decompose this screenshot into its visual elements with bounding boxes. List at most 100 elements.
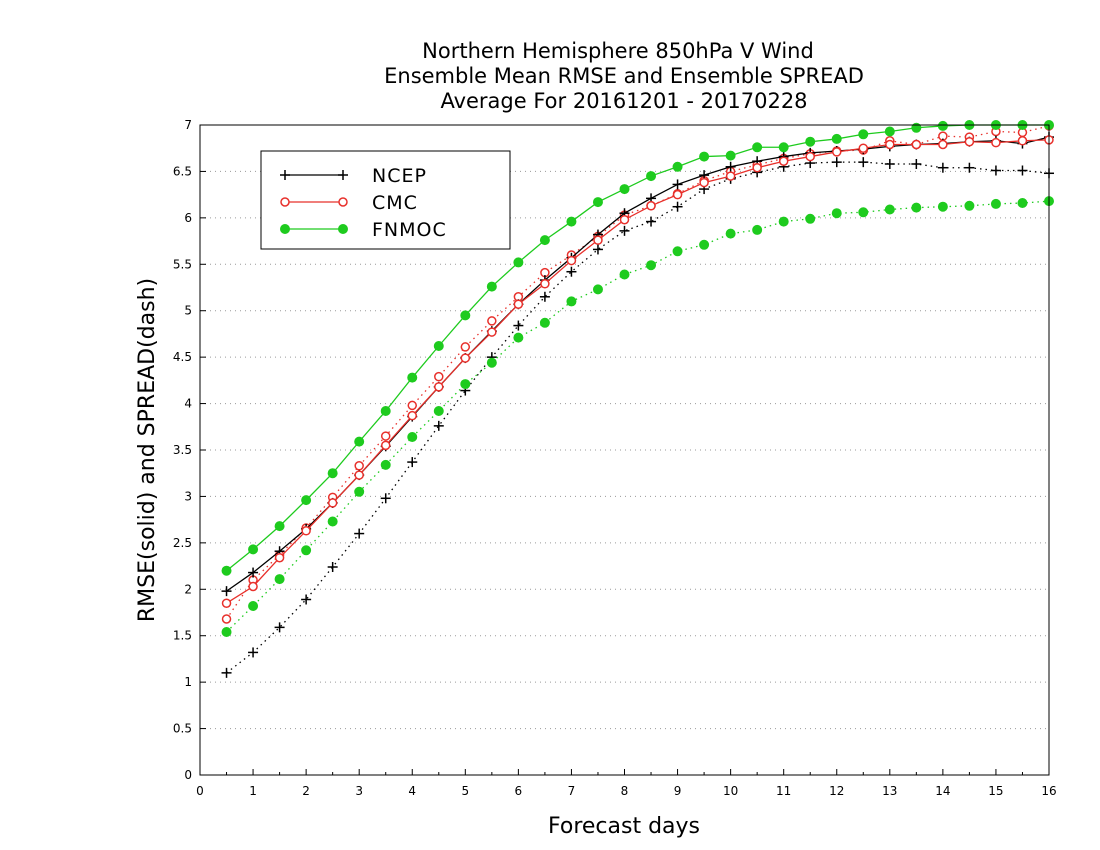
fnmoc-spread-point (646, 260, 657, 271)
ncep-spread-point (646, 216, 657, 227)
fnmoc-spread-point (301, 545, 312, 556)
x-tick-label: 13 (882, 784, 897, 798)
fnmoc-spread-point (221, 627, 232, 637)
ncep-spread-line (226, 161, 1050, 674)
series-fnmoc-spread (221, 196, 1054, 637)
y-tick-label: 2 (184, 582, 192, 596)
ncep-spread-point (513, 320, 524, 331)
ncep-spread-point (566, 266, 577, 277)
fnmoc-spread-point (592, 284, 603, 295)
ncep-spread-point (858, 157, 869, 168)
fnmoc-spread-point (407, 432, 418, 442)
y-tick-label: 5.5 (173, 257, 192, 271)
title-line-3: Average For 20161201 - 20170228 (440, 89, 807, 113)
cmc-rmse-point (991, 137, 1001, 148)
cmc-spread-point (407, 400, 417, 411)
x-tick-label: 14 (935, 784, 950, 798)
fnmoc-spread-point (274, 574, 285, 585)
legend-marker (338, 224, 348, 234)
fnmoc-spread-point (964, 200, 975, 211)
fnmoc-spread-point (805, 213, 816, 224)
fnmoc-spread-point (566, 296, 577, 307)
fnmoc-spread-line (226, 200, 1050, 633)
fnmoc-rmse-point (486, 281, 497, 292)
x-tick-label: 12 (829, 784, 844, 798)
series-cmc-rmse (221, 135, 1054, 608)
ncep-spread-point (274, 622, 285, 633)
y-axis: 0 0.5 1 1.5 2 2.5 3 3.5 4 4.5 5 5.5 6 6.5 7 (173, 118, 206, 782)
ncep-spread-point (619, 225, 630, 236)
cmc-rmse-point (964, 136, 975, 147)
cmc-rmse-point (540, 279, 550, 289)
ncep-spread-point (433, 420, 444, 431)
cmc-rmse-point (301, 526, 311, 536)
fnmoc-rmse-point (380, 406, 391, 416)
fnmoc-spread-point (699, 239, 710, 250)
fnmoc-spread-point (752, 224, 763, 235)
fnmoc-rmse-point (699, 151, 710, 162)
fnmoc-rmse-point (619, 184, 630, 195)
fnmoc-spread-point (486, 357, 497, 368)
fnmoc-rmse-point (592, 197, 603, 208)
fnmoc-rmse-point (937, 120, 948, 131)
y-tick-label: 4 (184, 397, 192, 411)
ncep-spread-point (327, 562, 338, 572)
ncep-spread-point (539, 291, 550, 302)
y-tick-label: 1.5 (173, 629, 192, 643)
fnmoc-spread-point (858, 207, 869, 218)
ncep-spread-point (592, 244, 603, 255)
x-tick-label: 7 (568, 784, 576, 798)
ncep-spread-point (964, 162, 975, 173)
cmc-rmse-point (938, 139, 948, 150)
ncep-spread-point (911, 159, 922, 169)
fnmoc-rmse-point (513, 257, 524, 268)
fnmoc-rmse-point (858, 129, 869, 140)
fnmoc-rmse-point (539, 235, 550, 246)
cmc-rmse-point (354, 470, 364, 480)
cmc-rmse-point (566, 255, 577, 266)
series-fnmoc-rmse (221, 120, 1054, 576)
legend-marker (338, 170, 348, 180)
fnmoc-rmse-point (752, 142, 763, 153)
cmc-rmse-point (699, 177, 709, 188)
y-tick-label: 6.5 (173, 164, 192, 178)
fnmoc-spread-point (831, 208, 842, 219)
y-tick-label: 1 (184, 675, 192, 689)
title-line-2: Ensemble Mean RMSE and Ensemble SPREAD (384, 64, 864, 88)
fnmoc-rmse-point (407, 372, 418, 383)
x-axis-label: Forecast days (548, 814, 700, 839)
legend-item-cmc: CMC (280, 192, 418, 214)
legend-label-cmc: CMC (372, 192, 418, 214)
cmc-rmse-point (380, 440, 391, 451)
fnmoc-spread-point (672, 246, 683, 257)
cmc-rmse-point (885, 139, 895, 150)
cmc-rmse-point (434, 382, 444, 392)
fnmoc-rmse-point (672, 161, 683, 172)
cmc-rmse-point (327, 498, 338, 508)
legend-label-ncep: NCEP (372, 165, 427, 187)
x-tick-label: 10 (723, 784, 738, 798)
fnmoc-spread-point (460, 379, 471, 390)
fnmoc-rmse-point (274, 521, 285, 532)
legend-marker (280, 197, 290, 207)
cmc-rmse-point (858, 143, 869, 153)
fnmoc-rmse-point (805, 136, 816, 147)
fnmoc-rmse-point (460, 310, 471, 321)
ncep-spread-point (884, 159, 895, 169)
fnmoc-spread-point (327, 516, 338, 527)
ncep-rmse-point (221, 586, 232, 597)
y-tick-label: 5 (184, 304, 192, 318)
fnmoc-rmse-point (566, 216, 577, 227)
chart-title: Northern Hemisphere 850hPa V Wind Ensemb… (384, 39, 864, 113)
legend-marker (280, 224, 290, 234)
y-tick-label: 3.5 (173, 443, 192, 457)
fnmoc-spread-point (884, 204, 895, 215)
cmc-rmse-point (248, 581, 258, 592)
legend-item-ncep: NCEP (280, 165, 427, 187)
x-tick-label: 1 (249, 784, 257, 798)
fnmoc-spread-point (1017, 198, 1028, 208)
x-tick-label: 0 (196, 784, 204, 798)
fnmoc-rmse-point (911, 122, 922, 133)
x-tick-label: 5 (461, 784, 469, 798)
